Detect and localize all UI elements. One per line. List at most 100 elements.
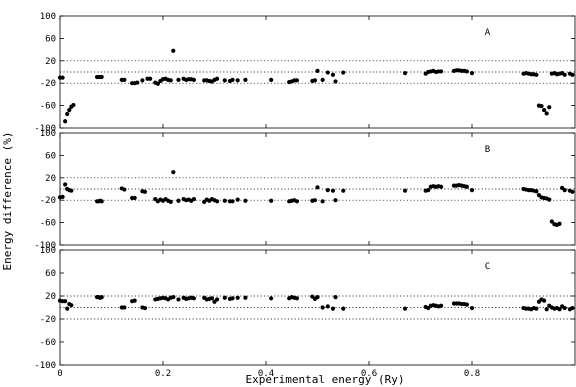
data-point: [325, 70, 330, 75]
data-point: [63, 299, 68, 304]
y-tick-label: 100: [40, 12, 56, 22]
y-tick-label: -20: [40, 79, 56, 89]
data-point: [122, 187, 127, 192]
data-point: [562, 305, 567, 311]
data-point: [315, 185, 320, 190]
x-tick-label: 0.6: [361, 369, 377, 379]
data-point: [99, 295, 104, 300]
data-point: [235, 295, 240, 300]
data-point: [402, 188, 408, 193]
data-point: [155, 81, 160, 86]
y-tick-label: -60: [40, 338, 56, 348]
data-point: [330, 72, 336, 77]
panel-frame: [59, 249, 576, 366]
data-point: [65, 111, 70, 117]
x-tick-label: 0.8: [464, 369, 480, 379]
y-tick-label: 20: [45, 57, 56, 67]
panel-frame: [59, 132, 576, 246]
data-point: [341, 188, 346, 193]
data-point: [469, 188, 475, 193]
panel-a: 100 60 20 -20 -60 -100 A: [34, 12, 576, 134]
data-point: [570, 189, 575, 194]
panel-label: B: [485, 145, 490, 155]
data-point: [60, 75, 65, 80]
data-point: [325, 304, 330, 309]
data-point: [132, 195, 137, 201]
y-tick-label: 20: [45, 292, 56, 302]
data-point: [222, 295, 227, 300]
data-point: [135, 80, 140, 85]
y-axis-title: Energy difference (%): [1, 131, 14, 270]
data-point: [140, 78, 145, 83]
data-point: [294, 199, 299, 204]
panel-label: C: [485, 262, 490, 272]
data-point: [235, 197, 240, 202]
data-point: [122, 77, 127, 82]
data-point: [549, 219, 554, 224]
data-point: [534, 306, 539, 311]
x-tick-label: 0.4: [258, 369, 274, 379]
data-point: [65, 306, 70, 311]
y-tick-label: -20: [40, 196, 56, 206]
data-point: [469, 305, 475, 311]
data-point: [341, 306, 346, 311]
data-point: [71, 102, 76, 108]
data-point: [122, 305, 127, 310]
data-point: [214, 76, 220, 81]
data-point: [235, 78, 240, 83]
data-point: [132, 298, 137, 303]
y-tick-label: 100: [40, 129, 56, 139]
data-point: [294, 296, 299, 301]
data-point: [320, 305, 325, 310]
data-point: [209, 296, 215, 301]
y-tick-label: 60: [45, 34, 56, 44]
y-tick-label: 100: [40, 246, 56, 256]
data-point: [168, 199, 173, 204]
data-point: [63, 119, 68, 124]
data-point: [60, 194, 65, 199]
data-point: [176, 297, 181, 302]
data-point: [333, 295, 338, 300]
data-point: [562, 188, 567, 193]
data-point: [69, 303, 74, 308]
data-point: [464, 302, 469, 307]
panel-b: 100 60 20 -20 -60 -100 B: [34, 129, 576, 251]
data-point: [341, 70, 346, 75]
data-point: [148, 76, 153, 81]
data-point: [333, 198, 338, 203]
data-point: [99, 74, 104, 80]
panels-layer: 100 60 20 -20 -60 -100 A 100 60 20 -20 -60 -100 B 100 6…: [34, 12, 576, 379]
data-point: [464, 69, 469, 74]
y-tick-label: -60: [40, 219, 56, 229]
data-point: [230, 77, 235, 82]
data-point: [214, 297, 220, 302]
data-point: [330, 306, 336, 311]
data-point: [269, 296, 274, 301]
y-tick-label: -60: [40, 102, 56, 112]
data-point: [191, 296, 196, 301]
data-point: [222, 78, 227, 83]
y-tick-label: -100: [34, 241, 56, 251]
y-tick-label: 20: [45, 174, 56, 184]
data-point: [320, 199, 325, 204]
y-tick-label: 60: [45, 151, 56, 161]
data-point: [171, 170, 176, 175]
panel-label: A: [485, 28, 491, 38]
data-point: [562, 72, 567, 77]
data-point: [333, 79, 338, 84]
data-point: [142, 305, 148, 311]
data-point: [534, 72, 539, 77]
data-point: [547, 105, 552, 110]
data-point: [542, 298, 547, 303]
data-point: [557, 221, 562, 226]
data-point: [570, 305, 575, 311]
data-point: [312, 198, 318, 203]
data-point: [439, 69, 444, 74]
data-point: [570, 72, 575, 77]
data-point: [230, 296, 235, 301]
y-tick-label: -100: [34, 124, 56, 134]
panel-frame: [59, 15, 576, 129]
data-point: [426, 188, 431, 193]
